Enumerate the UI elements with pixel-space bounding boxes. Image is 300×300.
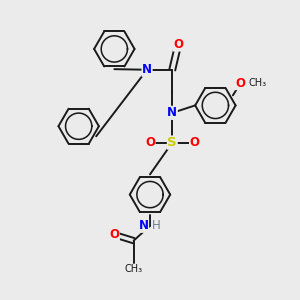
- Text: N: N: [167, 106, 177, 119]
- Text: S: S: [167, 136, 177, 149]
- Text: O: O: [190, 136, 200, 149]
- Text: O: O: [173, 38, 183, 51]
- Text: O: O: [145, 136, 155, 149]
- Text: O: O: [109, 228, 119, 241]
- Text: CH₃: CH₃: [249, 78, 267, 88]
- Text: N: N: [142, 63, 152, 76]
- Text: CH₃: CH₃: [124, 264, 143, 274]
- Text: N: N: [139, 219, 148, 232]
- Text: H: H: [152, 219, 160, 232]
- Text: O: O: [236, 76, 246, 90]
